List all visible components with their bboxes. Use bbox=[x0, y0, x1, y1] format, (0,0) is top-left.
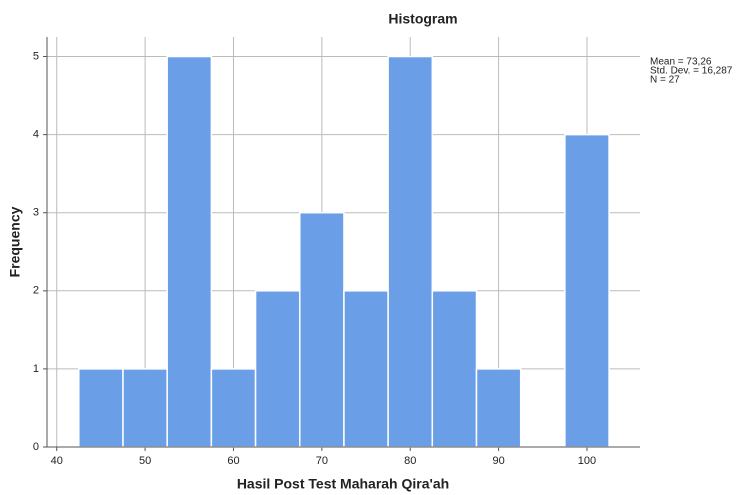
y-tick-label: 3 bbox=[33, 207, 39, 219]
x-tick-label: 70 bbox=[316, 455, 328, 467]
bar bbox=[210, 368, 257, 448]
x-tick-label: 60 bbox=[227, 455, 239, 467]
bar bbox=[564, 133, 610, 448]
bar bbox=[299, 211, 345, 448]
y-tick-label: 1 bbox=[33, 363, 39, 375]
chart-title: Histogram bbox=[388, 11, 457, 27]
x-axis-label: Hasil Post Test Maharah Qira'ah bbox=[237, 476, 449, 492]
bar bbox=[431, 290, 478, 448]
x-tick-label: 40 bbox=[51, 455, 63, 467]
x-tick-label: 100 bbox=[578, 455, 596, 467]
bar bbox=[78, 368, 124, 448]
x-tick-label: 80 bbox=[404, 455, 416, 467]
stat-label: Std. Dev. = 16,287 bbox=[650, 66, 733, 77]
y-axis-label: Frequency bbox=[7, 206, 23, 277]
bar bbox=[387, 55, 434, 448]
bar bbox=[254, 290, 301, 448]
x-tick-label: 50 bbox=[139, 455, 151, 467]
bar bbox=[166, 55, 213, 448]
stat-label: N = 27 bbox=[650, 75, 680, 86]
y-tick-label: 4 bbox=[33, 129, 39, 141]
bar bbox=[122, 368, 168, 448]
bar bbox=[475, 368, 522, 448]
y-tick-label: 0 bbox=[33, 441, 39, 453]
bar bbox=[343, 290, 389, 448]
stat-label: Mean = 73,26 bbox=[650, 57, 712, 68]
y-tick-label: 5 bbox=[33, 50, 39, 62]
x-tick-label: 90 bbox=[492, 455, 504, 467]
y-tick-label: 2 bbox=[33, 285, 39, 297]
